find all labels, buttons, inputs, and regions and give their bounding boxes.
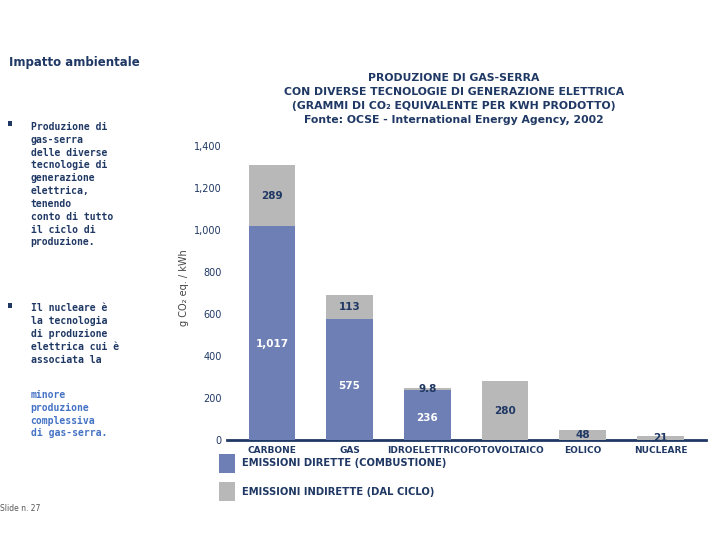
- Bar: [8, 121, 12, 126]
- Bar: [404, 390, 451, 440]
- Text: Slide n. 27: Slide n. 27: [0, 504, 40, 513]
- Bar: [559, 430, 606, 440]
- Text: Impatto ambientale: Impatto ambientale: [9, 56, 140, 69]
- Text: Il nucleare è
la tecnologia
di produzione
elettrica cui è
associata la: Il nucleare è la tecnologia di produzion…: [30, 303, 119, 364]
- Bar: [326, 319, 373, 440]
- Bar: [404, 388, 451, 390]
- Text: 280: 280: [494, 406, 516, 416]
- Text: (GRAMMI DI CO₂ EQUIVALENTE PER KWH PRODOTTO): (GRAMMI DI CO₂ EQUIVALENTE PER KWH PRODO…: [292, 101, 616, 111]
- Text: CON DIVERSE TECNOLOGIE DI GENERAZIONE ELETTRICA: CON DIVERSE TECNOLOGIE DI GENERAZIONE EL…: [284, 87, 624, 97]
- Bar: [248, 165, 295, 226]
- Text: 575: 575: [338, 381, 361, 390]
- Text: 9.8: 9.8: [418, 384, 436, 394]
- Text: 21: 21: [653, 433, 667, 443]
- Bar: [326, 295, 373, 319]
- Bar: [637, 436, 684, 440]
- Y-axis label: g CO₂ eq. / kWh: g CO₂ eq. / kWh: [179, 249, 189, 326]
- Bar: [219, 455, 235, 473]
- Bar: [248, 226, 295, 440]
- Text: Fonte: OCSE - International Energy Agency, 2002: Fonte: OCSE - International Energy Agenc…: [304, 115, 603, 125]
- Bar: [482, 381, 528, 440]
- Text: 236: 236: [416, 413, 438, 423]
- Text: 113: 113: [338, 302, 361, 312]
- Bar: [219, 482, 235, 501]
- Text: 1,017: 1,017: [256, 339, 289, 349]
- Text: PRODUZIONE DI GAS-SERRA: PRODUZIONE DI GAS-SERRA: [368, 73, 539, 83]
- Text: EMISSIONI INDIRETTE (DAL CICLO): EMISSIONI INDIRETTE (DAL CICLO): [241, 487, 434, 497]
- Bar: [8, 302, 12, 308]
- Text: Produzione di
gas-serra
delle diverse
tecnologie di
generazione
elettrica,
tenen: Produzione di gas-serra delle diverse te…: [30, 122, 113, 247]
- Text: minore
produzione
complessiva
di gas-serra.: minore produzione complessiva di gas-ser…: [30, 390, 107, 438]
- Text: 48: 48: [575, 430, 590, 440]
- Text: 289: 289: [261, 191, 283, 201]
- Text: EMISSIONI DIRETTE (COMBUSTIONE): EMISSIONI DIRETTE (COMBUSTIONE): [241, 458, 446, 468]
- Text: Perché l’energia nucleare in Italia: Perché l’energia nucleare in Italia: [9, 15, 409, 36]
